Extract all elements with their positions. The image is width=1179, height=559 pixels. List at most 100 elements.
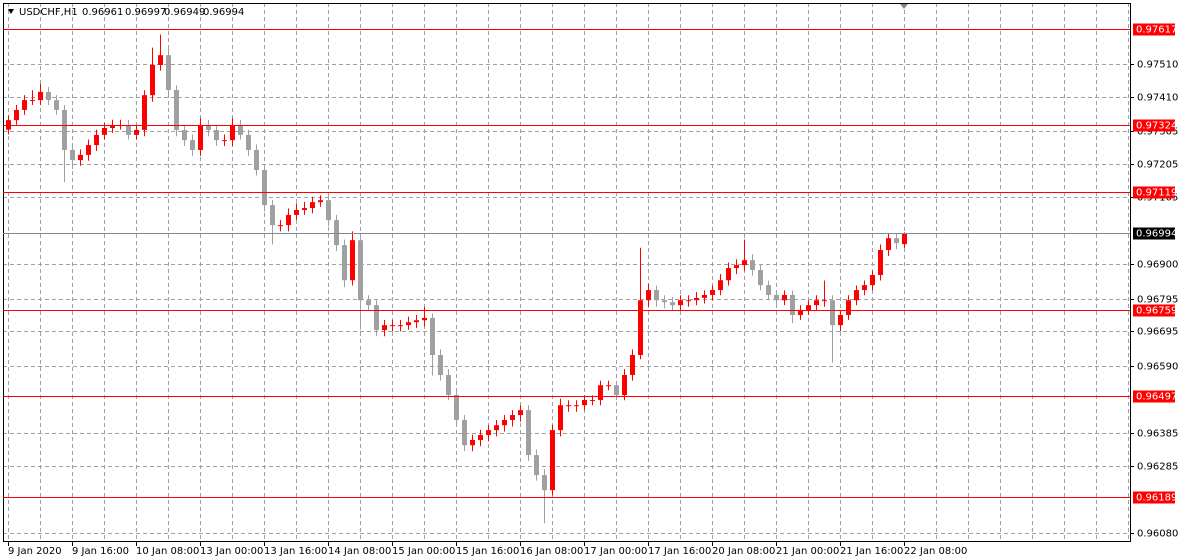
- candle-body: [550, 430, 555, 491]
- candle-body: [342, 245, 347, 281]
- last-open: 0.96961: [82, 7, 123, 18]
- candle-body: [390, 325, 395, 327]
- candle-body: [758, 270, 763, 286]
- candle-body: [566, 405, 571, 407]
- candle-body: [886, 238, 891, 251]
- candle-body: [102, 127, 107, 135]
- level-label: 0.96189: [1136, 493, 1177, 504]
- menu-arrow: [8, 9, 14, 14]
- candle-body: [798, 310, 803, 315]
- x-tick-label: 22 Jan 08:00: [904, 546, 967, 557]
- y-tick-label: 0.97510: [1137, 60, 1178, 71]
- x-tick-label: 15 Jan 00:00: [392, 546, 455, 557]
- candle-body: [846, 300, 851, 315]
- candle-body: [358, 240, 363, 301]
- x-tick-label: 20 Jan 08:00: [712, 546, 775, 557]
- candle-body: [582, 399, 587, 406]
- y-tick-label: 0.96695: [1137, 327, 1178, 338]
- candle-body: [62, 109, 67, 150]
- candle-body: [854, 290, 859, 301]
- candle-body: [894, 238, 899, 244]
- candle-body: [166, 55, 171, 90]
- candle-body: [510, 415, 515, 420]
- chart-header: USDCHF,H1 0.96961 0.96997 0.96949 0.9699…: [19, 7, 244, 18]
- candle-body: [86, 145, 91, 155]
- candle-body: [598, 385, 603, 400]
- candle-body: [350, 240, 355, 281]
- x-tick-label: 9 Jan 16:00: [72, 546, 129, 557]
- candle-body: [710, 290, 715, 295]
- level-label-box: [1133, 304, 1175, 317]
- candle-body: [518, 410, 523, 416]
- level-label: 0.97617: [1136, 25, 1177, 36]
- candle-body: [694, 297, 699, 301]
- price-label-box: [1133, 227, 1175, 240]
- candle-body: [806, 305, 811, 311]
- level-label-box: [1133, 186, 1175, 199]
- candle-body: [790, 294, 795, 315]
- candle-body: [262, 169, 267, 206]
- candle-body: [646, 290, 651, 301]
- candle-body: [126, 125, 131, 135]
- last-low: 0.96949: [164, 7, 205, 18]
- shift-marker: [900, 4, 908, 9]
- candle-body: [30, 100, 35, 102]
- candle-body: [454, 395, 459, 420]
- candle-body: [302, 208, 307, 211]
- y-tick-label: 0.97305: [1137, 127, 1178, 138]
- candle-body: [326, 200, 331, 221]
- candle-body: [814, 300, 819, 306]
- candle-body: [366, 300, 371, 306]
- candle-body: [230, 125, 235, 141]
- candle-body: [902, 233, 907, 245]
- x-tick-label: 17 Jan 00:00: [584, 546, 647, 557]
- candle-body: [110, 125, 115, 128]
- candle-body: [174, 89, 179, 130]
- candle-body: [718, 280, 723, 291]
- candle-body: [630, 355, 635, 376]
- candle-body: [78, 154, 83, 161]
- candle-body: [158, 55, 163, 66]
- candle-body: [54, 100, 59, 110]
- level-label: 0.96759: [1136, 306, 1177, 317]
- price-label: 0.96994: [1136, 229, 1177, 240]
- last-high: 0.96997: [125, 7, 166, 18]
- candle-body: [246, 134, 251, 150]
- candle-body: [398, 325, 403, 327]
- candle-body: [222, 140, 227, 142]
- candle-body: [638, 300, 643, 356]
- symbol: USDCHF,H1: [19, 7, 78, 18]
- candle-body: [310, 202, 315, 209]
- candle-body: [494, 425, 499, 431]
- candle-body: [438, 355, 443, 376]
- y-tick-label: 0.96385: [1137, 429, 1178, 440]
- candle-body: [862, 285, 867, 291]
- plot-border: [3, 3, 1131, 542]
- x-tick-label: 10 Jan 08:00: [136, 546, 199, 557]
- x-tick-label: 15 Jan 16:00: [456, 546, 519, 557]
- y-tick-label: 0.96590: [1137, 362, 1178, 373]
- level-label: 0.97119: [1136, 188, 1177, 199]
- candle-body: [430, 317, 435, 356]
- candle-body: [14, 109, 19, 121]
- y-tick-label: 0.96080: [1137, 529, 1178, 540]
- candle-body: [406, 322, 411, 326]
- candle-body: [486, 430, 491, 436]
- candle-body: [142, 95, 147, 130]
- candle-body: [414, 320, 419, 323]
- candle-body: [374, 305, 379, 331]
- candle-body: [742, 260, 747, 266]
- candle-body: [334, 220, 339, 246]
- y-tick-label: 0.96900: [1137, 260, 1178, 271]
- level-label-box: [1133, 119, 1175, 132]
- candle-body: [750, 260, 755, 271]
- candle-body: [254, 149, 259, 170]
- candle-body: [318, 200, 323, 203]
- x-tick-label: 13 Jan 16:00: [264, 546, 327, 557]
- candle-body: [150, 65, 155, 96]
- candle-body: [6, 120, 11, 130]
- candle-body: [574, 405, 579, 407]
- y-tick-label: 0.96285: [1137, 462, 1178, 473]
- candle-body: [470, 439, 475, 446]
- candle-body: [286, 214, 291, 226]
